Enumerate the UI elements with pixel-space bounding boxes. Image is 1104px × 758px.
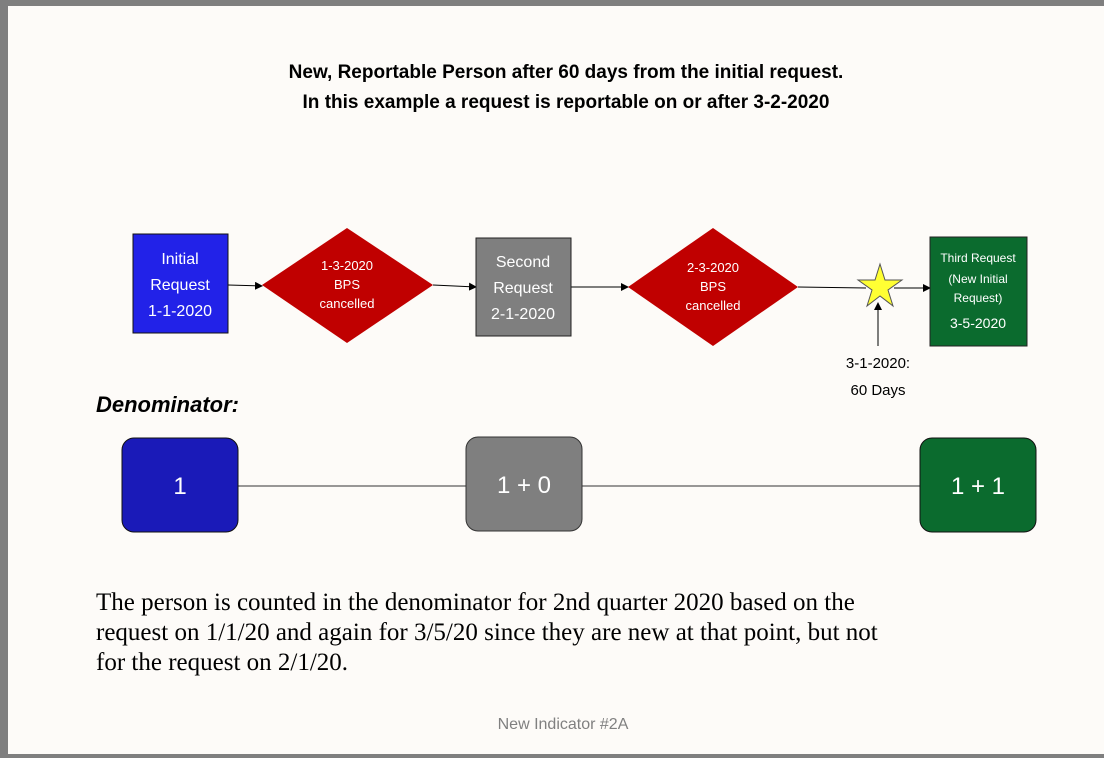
arrow <box>227 281 263 290</box>
frame-left <box>0 0 8 758</box>
node-text: BPS <box>700 279 726 294</box>
star <box>856 262 904 308</box>
third-request-node <box>929 236 1028 347</box>
marker-label: 60 Days <box>850 382 905 399</box>
node-text: Request) <box>954 291 1003 305</box>
initial-request-node <box>132 233 229 334</box>
arrow <box>432 282 477 291</box>
note-line: The person is counted in the denominator… <box>96 589 855 616</box>
node-text: cancelled <box>320 296 375 311</box>
denominator-box <box>465 436 583 532</box>
box-text: 1 + 1 <box>951 473 1005 500</box>
box-text: 1 <box>173 473 186 500</box>
denominator-heading: Denominator: <box>96 392 239 417</box>
cancel-diamond <box>262 228 433 343</box>
title-line: New, Reportable Person after 60 days fro… <box>289 62 844 83</box>
note-line: request on 1/1/20 and again for 3/5/20 s… <box>96 619 878 646</box>
node-text: Initial <box>161 251 198 268</box>
node-text: 1-3-2020 <box>321 258 373 273</box>
node-text: Request <box>493 280 553 297</box>
node-text: 1-1-2020 <box>148 303 212 320</box>
denominator-box <box>121 437 239 533</box>
connectors <box>227 281 931 346</box>
node-text: Third Request <box>940 251 1016 265</box>
box-text: 1 + 0 <box>497 472 551 499</box>
arrow <box>797 286 867 289</box>
node-text: 3-5-2020 <box>950 315 1006 331</box>
second-request-node <box>475 237 572 337</box>
node-text: 2-1-2020 <box>491 306 555 323</box>
cancel-diamond <box>628 228 798 346</box>
footer: New Indicator #2A <box>498 716 629 733</box>
title-line: In this example a request is reportable … <box>303 92 830 113</box>
marker-label: 3-1-2020: <box>846 355 910 372</box>
node-text: (New Initial <box>948 272 1007 286</box>
denominator-box <box>919 437 1037 533</box>
node-text: Request <box>150 277 210 294</box>
node-text: cancelled <box>686 298 741 313</box>
note-line: for the request on 2/1/20. <box>96 649 348 676</box>
node-text: Second <box>496 254 550 271</box>
frame-bottom <box>0 754 1104 758</box>
node-text: 2-3-2020 <box>687 260 739 275</box>
node-text: BPS <box>334 277 360 292</box>
frame-top <box>0 0 1104 6</box>
